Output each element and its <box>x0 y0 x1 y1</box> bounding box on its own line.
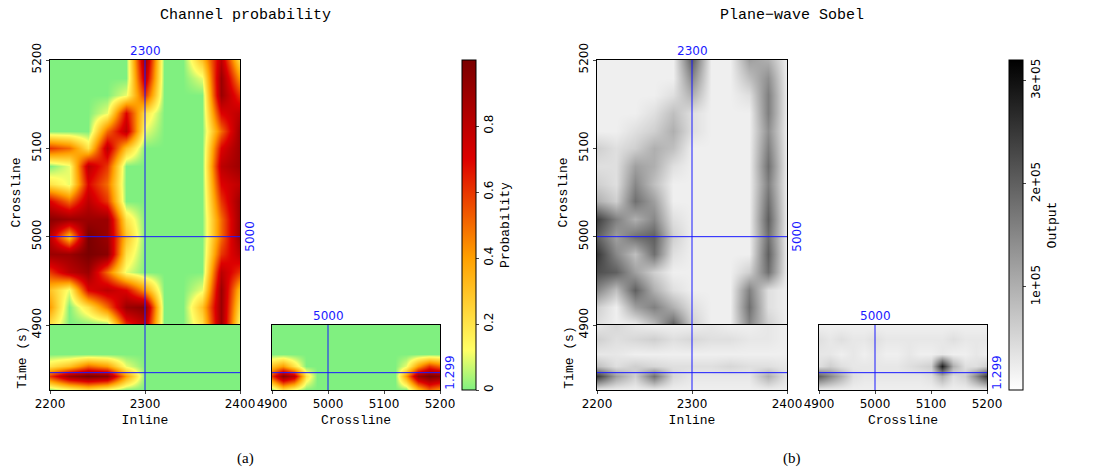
svg-text:2300: 2300 <box>130 44 161 58</box>
svg-text:1.299: 1.299 <box>990 355 1004 389</box>
svg-text:0.8: 0.8 <box>482 115 496 134</box>
svg-text:5000: 5000 <box>790 221 804 252</box>
svg-text:2300: 2300 <box>677 397 708 411</box>
svg-text:Crossline: Crossline <box>556 157 571 227</box>
svg-text:0: 0 <box>482 384 496 392</box>
svg-text:5000: 5000 <box>577 220 591 251</box>
svg-text:Crossline: Crossline <box>868 413 938 428</box>
svg-text:Time (s): Time (s) <box>15 326 30 388</box>
svg-text:5000: 5000 <box>860 397 891 411</box>
svg-text:2e+05: 2e+05 <box>1029 162 1043 202</box>
svg-text:5200: 5200 <box>30 43 44 74</box>
svg-text:Output: Output <box>1045 202 1060 249</box>
svg-text:Time (s): Time (s) <box>562 326 577 388</box>
svg-text:Crossline: Crossline <box>321 413 391 428</box>
svg-text:2300: 2300 <box>130 397 161 411</box>
svg-text:5000: 5000 <box>243 221 257 252</box>
svg-text:5100: 5100 <box>369 397 400 411</box>
svg-text:1.299: 1.299 <box>443 355 457 389</box>
svg-text:(a): (a) <box>237 450 254 467</box>
svg-text:Crossline: Crossline <box>9 157 24 227</box>
svg-text:5000: 5000 <box>30 220 44 251</box>
svg-text:5200: 5200 <box>577 43 591 74</box>
svg-text:5000: 5000 <box>313 397 344 411</box>
svg-text:2200: 2200 <box>35 397 66 411</box>
svg-text:1e+05: 1e+05 <box>1029 265 1043 305</box>
svg-text:4900: 4900 <box>257 397 288 411</box>
svg-text:5100: 5100 <box>30 131 44 162</box>
svg-text:Inline: Inline <box>122 413 169 428</box>
svg-text:0.4: 0.4 <box>482 247 496 266</box>
svg-text:2200: 2200 <box>582 397 613 411</box>
svg-text:5000: 5000 <box>860 309 891 323</box>
svg-text:2400: 2400 <box>225 397 256 411</box>
svg-text:2400: 2400 <box>772 397 803 411</box>
svg-text:Probability: Probability <box>498 182 513 268</box>
svg-text:(b): (b) <box>783 450 801 467</box>
svg-text:0.6: 0.6 <box>482 181 496 200</box>
svg-text:3e+05: 3e+05 <box>1029 59 1043 99</box>
svg-text:5100: 5100 <box>916 397 947 411</box>
svg-text:4900: 4900 <box>804 397 835 411</box>
svg-text:0.2: 0.2 <box>482 313 496 332</box>
svg-text:Channel probability: Channel probability <box>160 7 331 24</box>
svg-text:4900: 4900 <box>577 308 591 339</box>
svg-text:5100: 5100 <box>577 131 591 162</box>
svg-text:5000: 5000 <box>313 309 344 323</box>
svg-text:Plane−wave Sobel: Plane−wave Sobel <box>720 7 864 24</box>
svg-text:4900: 4900 <box>30 308 44 339</box>
svg-text:2300: 2300 <box>677 44 708 58</box>
svg-text:5200: 5200 <box>972 397 1003 411</box>
svg-text:5200: 5200 <box>425 397 456 411</box>
svg-text:Inline: Inline <box>669 413 716 428</box>
